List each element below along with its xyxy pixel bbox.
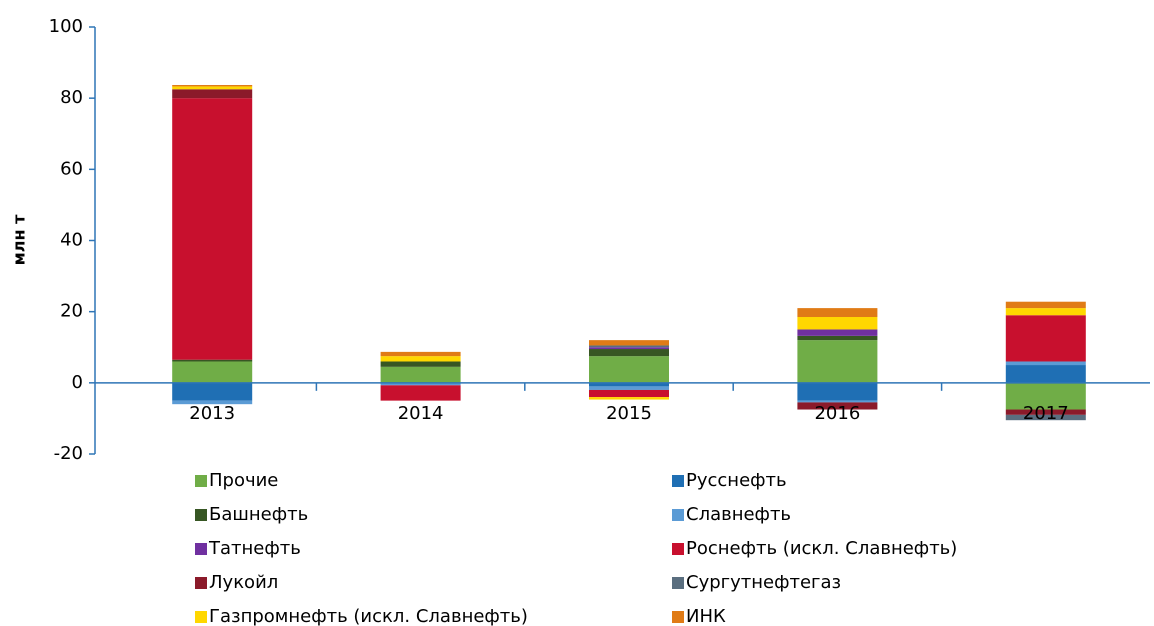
legend-label: Роснефть (искл. Славнефть) bbox=[686, 538, 957, 559]
bar-segment bbox=[380, 385, 461, 401]
legend-swatch bbox=[672, 509, 684, 521]
bar-segment bbox=[797, 308, 878, 318]
legend-swatch bbox=[672, 543, 684, 555]
bar-segment bbox=[172, 382, 253, 401]
legend-swatch bbox=[195, 611, 207, 623]
legend-label: Газпромнефть (искл. Славнефть) bbox=[209, 606, 528, 626]
bar-segment bbox=[380, 356, 461, 362]
bar-segment bbox=[380, 351, 461, 357]
bar-segment bbox=[1005, 315, 1086, 362]
legend-label: Прочие bbox=[209, 470, 278, 491]
bar-segment bbox=[797, 402, 878, 410]
bar-segment bbox=[589, 340, 669, 346]
bar-segment bbox=[797, 382, 878, 401]
y-tick-label: 60 bbox=[60, 158, 83, 179]
legend-label: Русснефть bbox=[686, 470, 787, 491]
bar-segment bbox=[589, 345, 669, 348]
y-tick-label: 80 bbox=[60, 87, 83, 108]
bar-segment bbox=[1005, 365, 1086, 383]
x-tick-label: 2013 bbox=[189, 403, 235, 424]
bar-segment bbox=[1005, 409, 1086, 415]
legend-swatch bbox=[672, 475, 684, 487]
bar-segment bbox=[589, 382, 669, 387]
bar-segment bbox=[172, 98, 253, 360]
bar-segment bbox=[380, 361, 461, 367]
legend-swatch bbox=[672, 611, 684, 623]
bar-segment bbox=[1005, 414, 1086, 421]
bar-segment bbox=[589, 397, 669, 400]
bar-segment bbox=[172, 359, 253, 362]
bar-segment bbox=[380, 366, 461, 383]
legend-swatch bbox=[195, 475, 207, 487]
bar-segment bbox=[1005, 361, 1086, 366]
bar-segment bbox=[1005, 308, 1086, 316]
legend-label: Лукойл bbox=[209, 572, 278, 593]
bar-segment bbox=[172, 85, 253, 87]
bar-segment bbox=[797, 335, 878, 341]
bar-segment bbox=[589, 386, 669, 390]
y-tick-label: 100 bbox=[49, 16, 83, 37]
bar-segment bbox=[172, 361, 253, 383]
legend-swatch bbox=[672, 577, 684, 589]
bar-segment bbox=[589, 347, 669, 350]
legend-swatch bbox=[195, 509, 207, 521]
legend-label: Башнефть bbox=[209, 504, 308, 525]
x-tick-label: 2015 bbox=[606, 403, 652, 424]
x-tick-label: 2014 bbox=[398, 403, 444, 424]
bar-segment bbox=[1005, 382, 1086, 410]
legend-label: Сургутнефтегаз bbox=[686, 572, 841, 593]
y-tick-label: -20 bbox=[54, 443, 83, 464]
bar-segment bbox=[797, 340, 878, 383]
bar-segment bbox=[380, 382, 461, 386]
bar-segment bbox=[1005, 301, 1086, 309]
bar-segment bbox=[797, 400, 878, 403]
y-tick-label: 0 bbox=[72, 372, 83, 393]
bar-segment bbox=[172, 89, 253, 99]
legend-swatch bbox=[195, 543, 207, 555]
bar-segment bbox=[589, 349, 669, 357]
legend-label: Славнефть bbox=[686, 504, 791, 525]
legend-label: Татнефть bbox=[208, 538, 301, 559]
x-tick-label: 2017 bbox=[1023, 403, 1069, 424]
x-tick-label: 2016 bbox=[814, 403, 860, 424]
bar-segment bbox=[797, 329, 878, 336]
bar-segment bbox=[172, 400, 253, 405]
bar-segment bbox=[589, 389, 669, 398]
bar-segment bbox=[797, 317, 878, 330]
bar-segment bbox=[172, 86, 253, 90]
legend-swatch bbox=[195, 577, 207, 589]
y-tick-label: 20 bbox=[60, 301, 83, 322]
y-axis-label: млн т bbox=[10, 214, 29, 265]
legend-label: ИНК bbox=[686, 606, 726, 626]
bar-segment bbox=[589, 356, 669, 383]
y-tick-label: 40 bbox=[60, 230, 83, 251]
